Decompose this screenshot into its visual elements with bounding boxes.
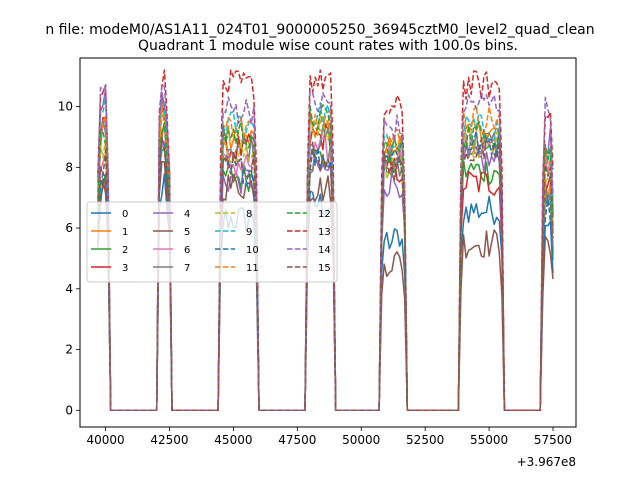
legend-label-4: 4 (184, 209, 190, 220)
axes-frame (79, 57, 577, 428)
legend-label-14: 14 (318, 245, 331, 256)
plot-area (97, 69, 554, 412)
y-tick-label: 0 (65, 403, 73, 417)
figure-suptitle: n file: modeM0/AS1A11_024T01_9000005250_… (45, 22, 594, 38)
legend-label-7: 7 (184, 263, 190, 274)
x-tick-label: 57500 (534, 433, 572, 447)
x-tick-label: 42500 (150, 433, 188, 447)
x-axis: 40000 42500 45000 47500 50000 52500 55000 57500 (86, 427, 572, 447)
series-line-15 (97, 135, 554, 412)
y-tick-label: 4 (65, 282, 73, 296)
x-tick-label: 40000 (86, 433, 124, 447)
legend-label-3: 3 (122, 263, 128, 274)
legend-label-0: 0 (122, 209, 128, 220)
x-tick-label: 52500 (406, 433, 444, 447)
y-tick-label: 2 (65, 343, 73, 357)
legend-box (86, 201, 338, 283)
x-tick-label: 55000 (470, 433, 508, 447)
y-tick-label: 6 (65, 221, 73, 235)
x-tick-label: 50000 (342, 433, 380, 447)
legend-label-13: 13 (318, 227, 331, 238)
chart-title: Quadrant 1 module wise count rates with … (138, 38, 518, 54)
y-tick-label: 10 (58, 100, 73, 114)
x-tick-label: 45000 (214, 433, 252, 447)
legend-label-11: 11 (246, 263, 259, 274)
legend-label-15: 15 (318, 263, 331, 274)
x-offset-label: +3.967e8 (517, 455, 576, 469)
x-tick-label: 47500 (278, 433, 316, 447)
legend-label-6: 6 (184, 245, 190, 256)
legend-label-5: 5 (184, 227, 190, 238)
series-line-13 (97, 69, 554, 412)
legend-label-8: 8 (246, 209, 252, 220)
legend-label-9: 9 (246, 227, 252, 238)
legend-label-10: 10 (246, 245, 259, 256)
legend-label-1: 1 (122, 227, 128, 238)
y-tick-label: 8 (65, 160, 73, 174)
y-axis: 0 2 4 6 8 10 (58, 100, 80, 417)
legend-label-12: 12 (318, 209, 331, 220)
legend-label-2: 2 (122, 245, 128, 256)
